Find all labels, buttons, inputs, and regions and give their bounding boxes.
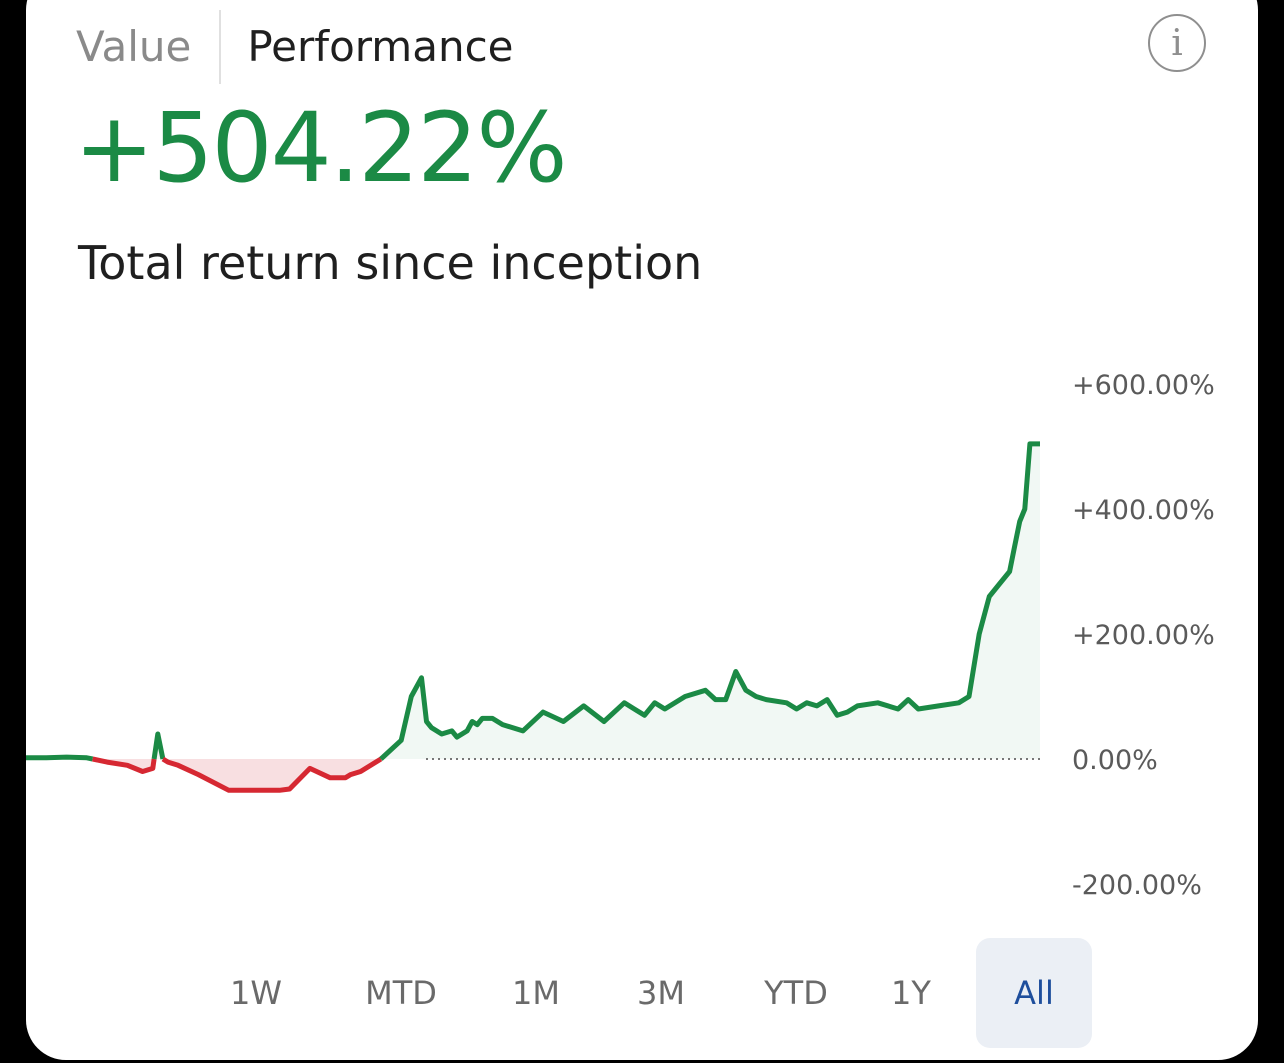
y-tick-label: 0.00% — [1072, 745, 1158, 776]
return-line-positive — [26, 754, 94, 762]
range-1m[interactable]: 1M — [512, 974, 560, 1012]
return-line-positive — [151, 731, 166, 760]
y-tick-label: -200.00% — [1072, 870, 1202, 901]
chart-fills — [26, 443, 1040, 791]
y-tick-label: +200.00% — [1072, 620, 1215, 651]
return-line-negative — [161, 756, 383, 793]
range-ytd[interactable]: YTD — [764, 974, 828, 1012]
y-axis-ticks: +600.00% +400.00% +200.00% 0.00% -200.00% — [1072, 370, 1215, 901]
chart-lines — [26, 441, 1040, 793]
range-mtd[interactable]: MTD — [365, 974, 437, 1012]
tab-value[interactable]: Value — [76, 22, 192, 71]
info-icon[interactable]: i — [1148, 14, 1206, 72]
total-return-label: Total return since inception — [78, 236, 703, 290]
range-all[interactable]: All — [976, 938, 1092, 1048]
return-line-negative — [92, 756, 157, 774]
tab-divider — [219, 10, 222, 84]
positive-area — [380, 443, 1040, 759]
y-tick-label: +600.00% — [1072, 370, 1215, 401]
range-1w[interactable]: 1W — [230, 974, 282, 1012]
y-tick-label: +400.00% — [1072, 495, 1215, 526]
tab-performance[interactable]: Performance — [247, 22, 514, 71]
return-line-positive — [379, 441, 1040, 761]
performance-card: Value Performance i +504.22% Total retur… — [26, 0, 1258, 1060]
time-range-selector: 1W MTD 1M 3M YTD 1Y All — [206, 938, 1106, 1048]
view-tabs: Value Performance — [76, 10, 514, 84]
range-1y[interactable]: 1Y — [891, 974, 931, 1012]
range-3m[interactable]: 3M — [637, 974, 685, 1012]
performance-chart: +600.00% +400.00% +200.00% 0.00% -200.00% — [26, 370, 1215, 901]
total-return-value: +504.22% — [74, 92, 568, 204]
